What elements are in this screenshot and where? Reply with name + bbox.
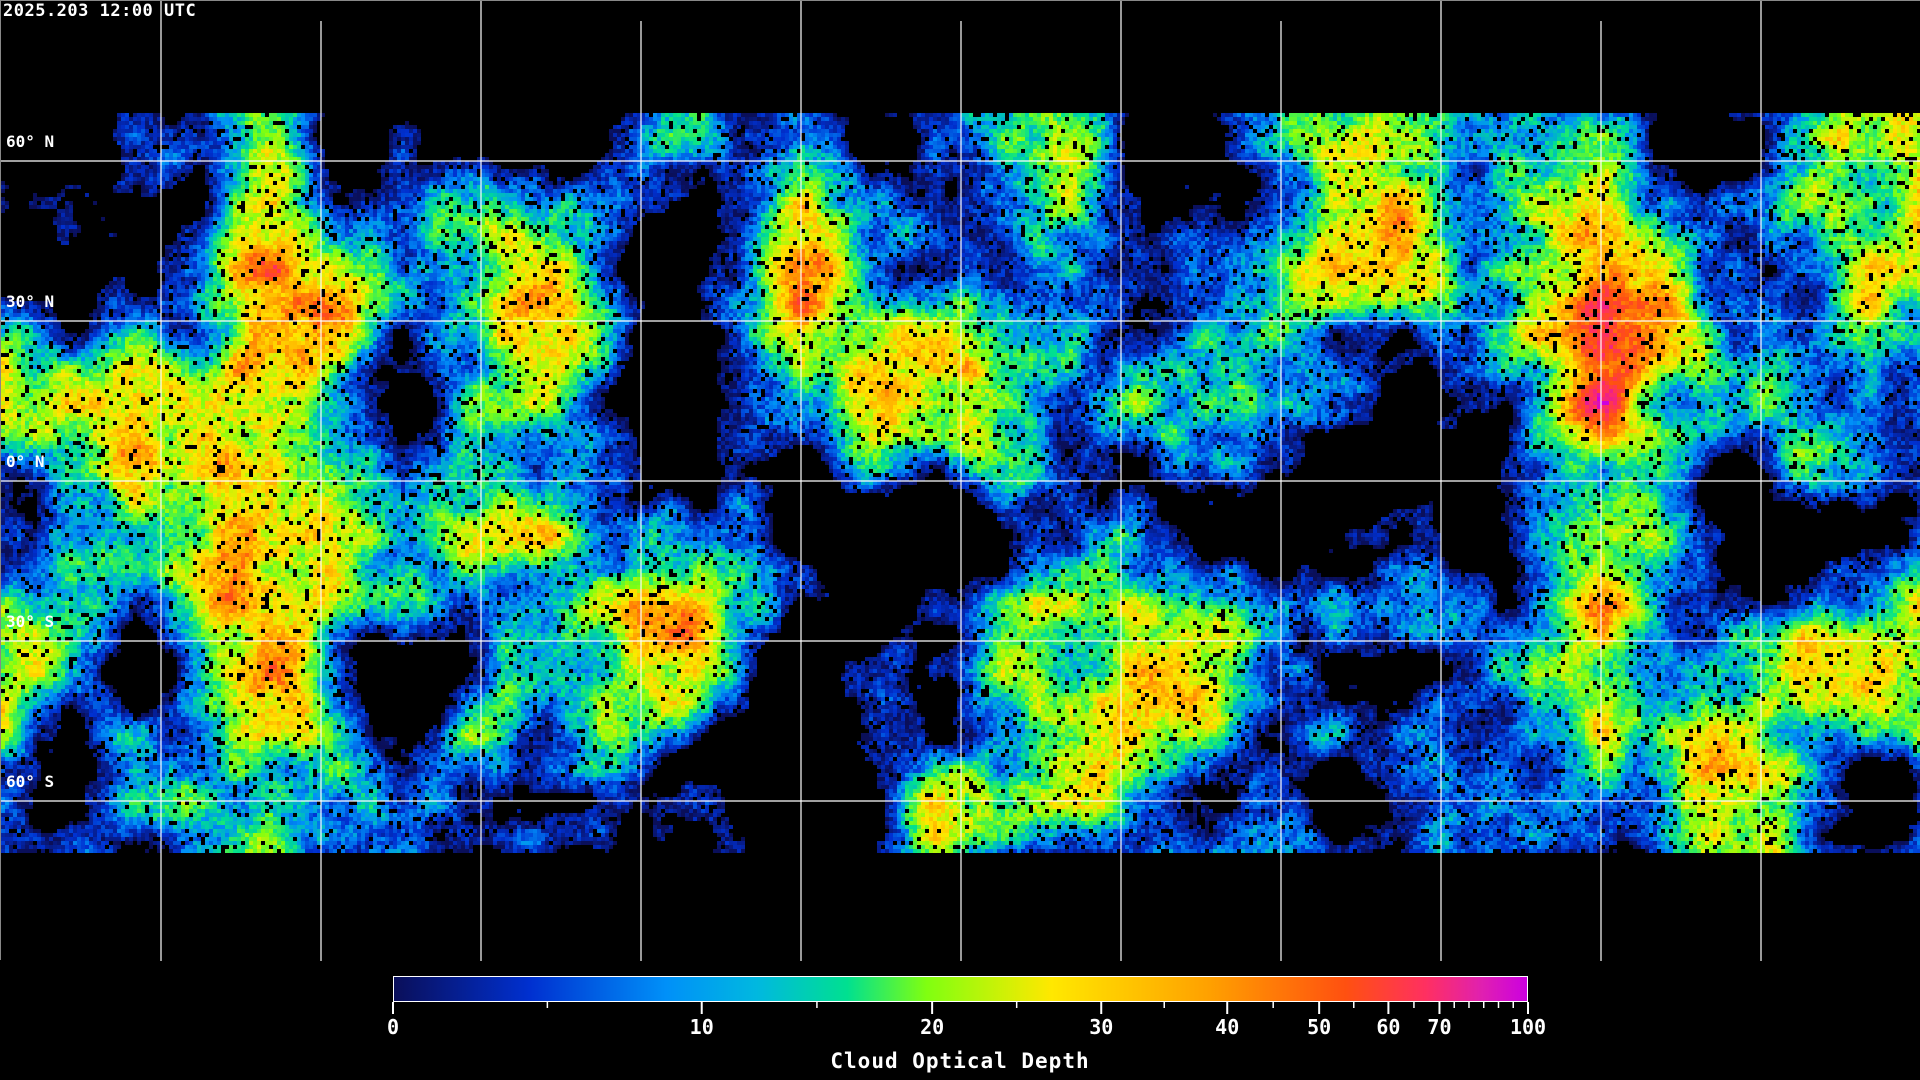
tick-label: 100 [1509, 1015, 1547, 1039]
tick-label: 10 [689, 1015, 714, 1039]
tick-label: 70 [1427, 1015, 1452, 1039]
lat-label-60n: 60° N [6, 132, 55, 151]
lat-lon-grid [1, 1, 1920, 961]
colorbar [393, 976, 1528, 1002]
timestamp: 2025.203 12:00 UTC [3, 1, 197, 21]
tick-label: 20 [920, 1015, 945, 1039]
lat-label-30n: 30° N [6, 292, 55, 311]
lat-label-60s: 60° S [6, 772, 55, 791]
lat-label-30s: 30° S [6, 612, 55, 631]
tick-label: 50 [1307, 1015, 1332, 1039]
tick-label: 40 [1215, 1015, 1240, 1039]
colorbar-title: Cloud Optical Depth [830, 1049, 1090, 1073]
tick-label: 0 [386, 1015, 400, 1039]
tick-label: 60 [1376, 1015, 1401, 1039]
colorbar-ticks [392, 1002, 1529, 1014]
tick-label: 30 [1089, 1015, 1114, 1039]
lat-label-0n: 0° N [6, 452, 45, 471]
cloud-optical-depth-map [0, 0, 1920, 961]
